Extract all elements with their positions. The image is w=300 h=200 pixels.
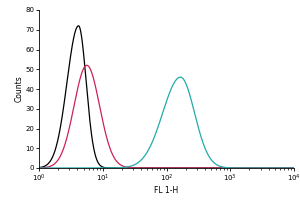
Y-axis label: Counts: Counts bbox=[15, 76, 24, 102]
X-axis label: FL 1-H: FL 1-H bbox=[154, 186, 178, 195]
